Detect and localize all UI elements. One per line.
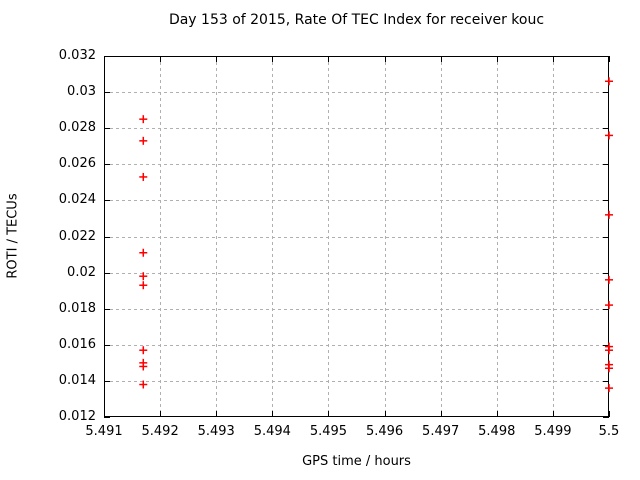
data-point [139,346,148,355]
data-point [605,131,613,140]
data-point [605,384,613,393]
data-point [605,275,613,284]
y-tick-label: 0.012 [58,409,96,424]
y-tick-label: 0.024 [58,192,96,208]
data-point [139,248,148,257]
data-point [139,115,148,124]
data-point [139,362,148,371]
y-tick-label: 0.022 [58,228,96,244]
x-tick-label: 5.493 [197,424,235,439]
data-point [139,380,148,389]
data-point [605,346,613,355]
chart-title: Day 153 of 2015, Rate Of TEC Index for r… [168,12,545,28]
x-tick-label: 5.495 [309,424,348,439]
plot-area [104,56,613,418]
plot-border [104,56,609,417]
x-tick-label: 5.494 [253,424,291,439]
y-tick-label: 0.026 [58,156,96,172]
data-point [139,281,148,290]
data-point [139,172,148,181]
x-tick-label: 5.497 [422,424,460,439]
data-point [605,301,613,310]
x-tick-label: 5.492 [141,424,179,439]
x-tick-label: 5.498 [478,424,516,439]
y-tick-label: 0.032 [58,48,96,63]
y-tick-label: 0.018 [58,300,96,316]
y-tick-label: 0.03 [67,84,96,100]
data-point [605,210,613,219]
x-tick-label: 5.499 [534,424,572,439]
x-tick-label: 5.496 [365,424,404,439]
y-axis-label: ROTI / TECUs [5,193,21,279]
x-tick-label: 5.491 [85,424,123,439]
y-tick-label: 0.016 [58,336,96,352]
y-tick-label: 0.014 [58,372,96,388]
x-tick-label: 5.5 [598,424,620,439]
data-point [139,272,148,281]
data-point [605,364,613,373]
data-point [139,136,148,145]
data-point [605,77,613,86]
y-tick-label: 0.02 [67,264,96,280]
x-axis-label: GPS time / hours [302,454,411,469]
plot-canvas [104,56,613,418]
y-tick-label: 0.028 [58,120,96,136]
